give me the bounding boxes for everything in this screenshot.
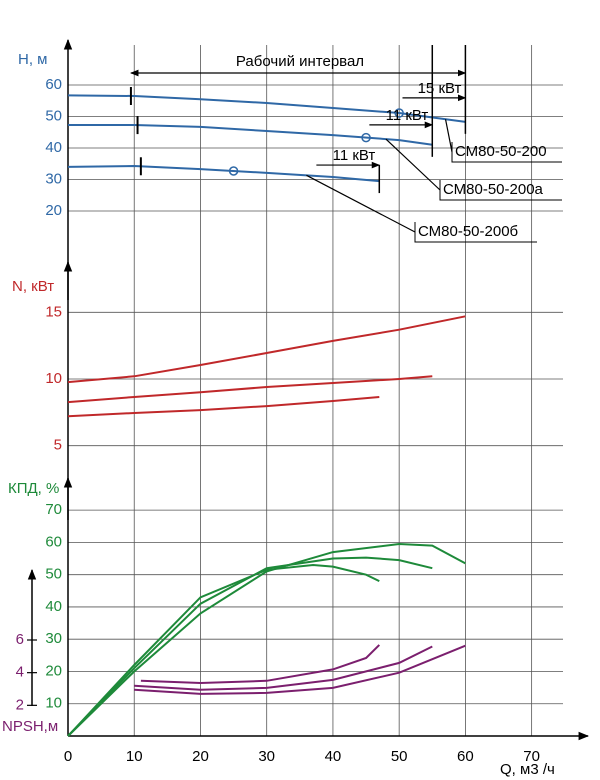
y-tick-label: 10: [45, 695, 62, 712]
curve: [140, 644, 381, 685]
h-axis-label: H, м: [18, 51, 47, 68]
n-axis-label: N, кВт: [12, 278, 54, 295]
curve: [67, 396, 380, 418]
curve: [67, 315, 466, 384]
curve: [67, 164, 380, 183]
leader-line: [385, 138, 441, 191]
y-tick-label: 20: [45, 202, 62, 219]
y-tick-label: 2: [16, 696, 24, 713]
leader-line: [444, 119, 453, 153]
curve: [67, 563, 380, 737]
leader-line: [306, 174, 416, 233]
operating-point: [394, 108, 404, 118]
label-frame: [414, 222, 537, 243]
y-tick-label: 70: [45, 501, 62, 518]
series-label: СМ80-50-200а: [443, 181, 544, 198]
operating-point: [361, 132, 371, 143]
x-tick-label: 0: [64, 748, 72, 765]
y-tick-label: 50: [45, 566, 62, 583]
power-label: 11 кВт: [333, 147, 376, 164]
y-tick-label: 5: [54, 437, 62, 454]
x-tick-label: 60: [457, 748, 474, 765]
y-tick-label: 50: [45, 107, 62, 124]
y-tick-label: 15: [45, 303, 62, 320]
power-label: 15 кВт: [418, 80, 462, 97]
y-tick-label: 60: [45, 76, 62, 93]
y-tick-label: 4: [16, 664, 24, 681]
operating-point: [228, 166, 239, 176]
x-axis-label: Q, м3 /ч: [500, 761, 555, 778]
curve: [67, 94, 466, 123]
y-tick-label: 60: [45, 533, 62, 550]
x-tick-label: 10: [126, 748, 143, 765]
x-tick-label: 50: [391, 748, 408, 765]
curve: [67, 542, 466, 737]
x-tick-label: 70: [523, 748, 540, 765]
curve: [67, 556, 433, 737]
curve: [134, 644, 466, 695]
power-label: 11 кВт: [386, 107, 429, 124]
y-tick-label: 10: [45, 370, 62, 387]
series-label: СМ80-50-200б: [418, 223, 518, 240]
npsh-axis-label: NPSH,м: [2, 718, 58, 735]
y-tick-label: 40: [45, 139, 62, 156]
y-tick-label: 30: [45, 170, 62, 187]
y-tick-label: 6: [16, 631, 24, 648]
interval-label: Рабочий интервал: [236, 53, 364, 70]
x-tick-label: 30: [258, 748, 275, 765]
x-tick-label: 40: [325, 748, 342, 765]
series-label: СМ80-50-200: [455, 143, 547, 160]
label-frame: [451, 142, 562, 163]
eff-axis-label: КПД, %: [8, 480, 59, 497]
x-tick-label: 20: [192, 748, 209, 765]
y-tick-label: 40: [45, 598, 62, 615]
y-tick-label: 20: [45, 662, 62, 679]
curve: [134, 645, 433, 691]
label-frame: [439, 180, 562, 201]
curve: [68, 124, 433, 146]
curve: [67, 375, 433, 404]
y-tick-label: 30: [45, 630, 62, 647]
